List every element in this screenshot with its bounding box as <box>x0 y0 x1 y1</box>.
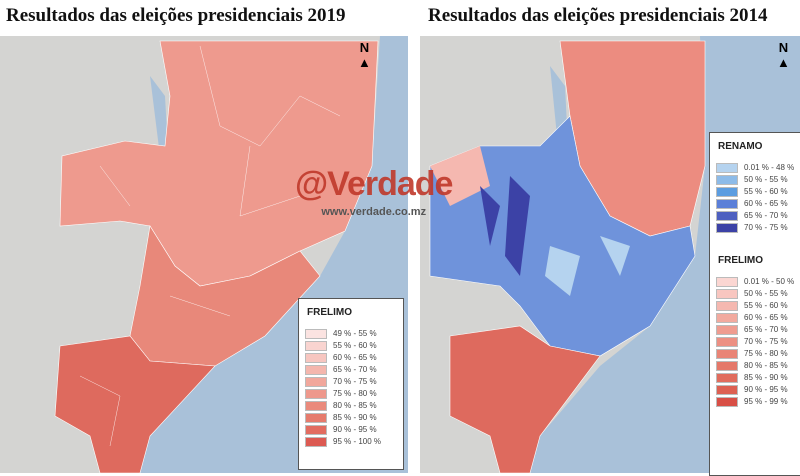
legend-item: 55 % - 60 % <box>716 301 796 311</box>
legend-label: 90 % - 95 % <box>333 425 377 434</box>
legend-label: 95 % - 100 % <box>333 437 382 446</box>
legend-swatch <box>716 361 738 371</box>
mozambique-centre <box>129 225 321 367</box>
legend-item: 60 % - 65 % <box>305 353 397 363</box>
legend-item: 90 % - 95 % <box>305 425 397 435</box>
legend-item: 60 % - 65 % <box>716 199 796 209</box>
legend-swatch <box>716 163 738 173</box>
legend-label: 50 % - 55 % <box>744 289 788 298</box>
legend-swatch <box>305 401 327 411</box>
title-2014: Resultados das eleições presidenciais 20… <box>428 5 768 26</box>
legend-swatch <box>716 349 738 359</box>
legend-item: 50 % - 55 % <box>716 289 796 299</box>
legend-swatch <box>305 341 327 351</box>
legend-item: 75 % - 80 % <box>716 349 796 359</box>
legend-item: 70 % - 75 % <box>716 337 796 347</box>
legend-title-frelimo: FRELIMO <box>718 255 763 266</box>
legend-label: 65 % - 70 % <box>333 365 377 374</box>
legend-swatch <box>716 211 738 221</box>
watermark-url: www.verdade.co.mz <box>321 206 427 218</box>
legend-label: 65 % - 70 % <box>744 325 788 334</box>
legend-label: 0.01 % - 50 % <box>744 277 795 286</box>
north-arrow-icon: N ▲ <box>358 40 371 70</box>
legend-swatch <box>305 365 327 375</box>
legend-item: 85 % - 90 % <box>716 373 796 383</box>
mozambique-south <box>54 335 216 473</box>
legend-swatch <box>716 223 738 233</box>
legend-item: 75 % - 80 % <box>305 389 397 399</box>
legend-item: 65 % - 70 % <box>305 365 397 375</box>
legend-swatch <box>305 425 327 435</box>
legend-swatch <box>305 353 327 363</box>
legend-label: 65 % - 70 % <box>744 211 788 220</box>
legend-label: 75 % - 80 % <box>744 349 788 358</box>
legend-label: 85 % - 90 % <box>333 413 377 422</box>
legend-item: 50 % - 55 % <box>716 175 796 185</box>
legend-item: 70 % - 75 % <box>716 223 796 233</box>
legend-label: 60 % - 65 % <box>744 313 788 322</box>
legend-swatch <box>716 301 738 311</box>
legend-swatch <box>716 397 738 407</box>
legend-item: 80 % - 85 % <box>305 401 397 411</box>
legend-item: 80 % - 85 % <box>716 361 796 371</box>
legend-swatch <box>716 289 738 299</box>
legend-swatch <box>716 175 738 185</box>
legend-item: 55 % - 60 % <box>716 187 796 197</box>
legend-swatch <box>716 199 738 209</box>
legend-item: 0.01 % - 48 % <box>716 163 796 173</box>
legend-swatch <box>305 413 327 423</box>
legend-label: 60 % - 65 % <box>744 199 788 208</box>
legend-label: 85 % - 90 % <box>744 373 788 382</box>
legend-swatch <box>716 277 738 287</box>
legend-item: 65 % - 70 % <box>716 325 796 335</box>
legend-2019: FRELIMO 49 % - 55 % 55 % - 60 % 60 % - 65 … <box>298 298 404 470</box>
legend-swatch <box>716 325 738 335</box>
legend-label: 49 % - 55 % <box>333 329 377 338</box>
legend-item: 55 % - 60 % <box>305 341 397 351</box>
legend-label: 60 % - 65 % <box>333 353 377 362</box>
legend-swatch <box>305 437 327 447</box>
legend-2014: RENAMO 0.01 % - 48 % 50 % - 55 % 55 % - 60… <box>709 132 800 476</box>
legend-label: 90 % - 95 % <box>744 385 788 394</box>
watermark-logo: @Verdade www.verdade.co.mz <box>295 165 453 218</box>
legend-label: 80 % - 85 % <box>333 401 377 410</box>
legend-label: 75 % - 80 % <box>333 389 377 398</box>
legend-swatch <box>305 389 327 399</box>
legend-label: 55 % - 60 % <box>744 187 788 196</box>
mozambique-south <box>449 325 601 473</box>
legend-title-renamo: RENAMO <box>718 141 763 152</box>
legend-label: 55 % - 60 % <box>333 341 377 350</box>
legend-item: 90 % - 95 % <box>716 385 796 395</box>
legend-item: 49 % - 55 % <box>305 329 397 339</box>
legend-item: 85 % - 90 % <box>305 413 397 423</box>
legend-swatch <box>716 313 738 323</box>
legend-item: 95 % - 100 % <box>305 437 397 447</box>
legend-label: 95 % - 99 % <box>744 397 788 406</box>
legend-item: 65 % - 70 % <box>716 211 796 221</box>
legend-label: 55 % - 60 % <box>744 301 788 310</box>
legend-swatch <box>716 385 738 395</box>
legend-swatch <box>716 187 738 197</box>
legend-label: 70 % - 75 % <box>333 377 377 386</box>
legend-label: 70 % - 75 % <box>744 223 788 232</box>
legend-item: 70 % - 75 % <box>305 377 397 387</box>
legend-item: 95 % - 99 % <box>716 397 796 407</box>
legend-label: 80 % - 85 % <box>744 361 788 370</box>
legend-item: 0.01 % - 50 % <box>716 277 796 287</box>
legend-swatch <box>716 373 738 383</box>
legend-label: 50 % - 55 % <box>744 175 788 184</box>
north-arrow-icon: N ▲ <box>777 40 790 70</box>
legend-swatch <box>305 377 327 387</box>
legend-label: 70 % - 75 % <box>744 337 788 346</box>
title-2019: Resultados das eleições presidenciais 20… <box>6 5 346 26</box>
legend-item: 60 % - 65 % <box>716 313 796 323</box>
legend-swatch <box>716 337 738 347</box>
legend-label: 0.01 % - 48 % <box>744 163 795 172</box>
legend-swatch <box>305 329 327 339</box>
legend-title: FRELIMO <box>307 307 352 318</box>
